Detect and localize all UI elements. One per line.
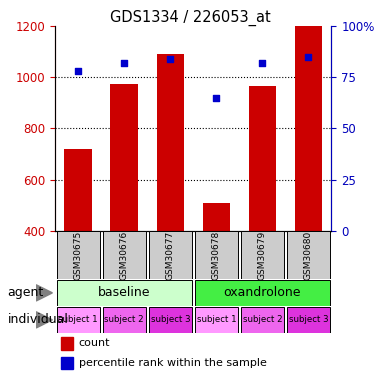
Polygon shape [36,285,53,301]
Text: agent: agent [8,286,44,299]
FancyBboxPatch shape [149,307,192,333]
FancyBboxPatch shape [195,280,330,306]
Text: oxandrolone: oxandrolone [224,286,301,299]
Text: subject 1: subject 1 [197,315,236,324]
FancyBboxPatch shape [287,231,330,279]
Text: percentile rank within the sample: percentile rank within the sample [79,358,267,368]
Text: count: count [79,338,110,348]
Text: subject 3: subject 3 [289,315,328,324]
Bar [64,149,92,231]
Text: GSM30679: GSM30679 [258,230,267,280]
FancyBboxPatch shape [287,307,330,333]
Text: GSM30680: GSM30680 [304,230,313,280]
FancyBboxPatch shape [57,280,192,306]
Text: GSM30677: GSM30677 [166,230,175,280]
Bar [61,357,73,369]
FancyBboxPatch shape [195,307,238,333]
Text: GDS1334 / 226053_at: GDS1334 / 226053_at [110,9,271,26]
Text: subject 3: subject 3 [150,315,190,324]
Bar [248,86,276,231]
FancyBboxPatch shape [57,231,100,279]
Point [306,54,312,60]
Point [213,95,219,101]
Text: GSM30675: GSM30675 [74,230,83,280]
Bar [203,202,230,231]
Polygon shape [36,312,53,328]
Bar [295,26,322,231]
Point [121,60,127,66]
Text: subject 2: subject 2 [104,315,144,324]
FancyBboxPatch shape [102,307,146,333]
Point [259,60,266,66]
Text: baseline: baseline [98,286,150,299]
FancyBboxPatch shape [241,307,284,333]
FancyBboxPatch shape [149,231,192,279]
Text: subject 2: subject 2 [243,315,282,324]
Bar [61,337,73,350]
FancyBboxPatch shape [195,231,238,279]
FancyBboxPatch shape [102,231,146,279]
Point [75,68,81,74]
Text: subject 1: subject 1 [58,315,98,324]
Text: individual: individual [8,314,69,326]
FancyBboxPatch shape [241,231,284,279]
Text: GSM30678: GSM30678 [212,230,221,280]
Bar [157,54,184,231]
FancyBboxPatch shape [57,307,100,333]
Bar [110,84,138,231]
Point [167,56,173,62]
Text: GSM30676: GSM30676 [120,230,129,280]
